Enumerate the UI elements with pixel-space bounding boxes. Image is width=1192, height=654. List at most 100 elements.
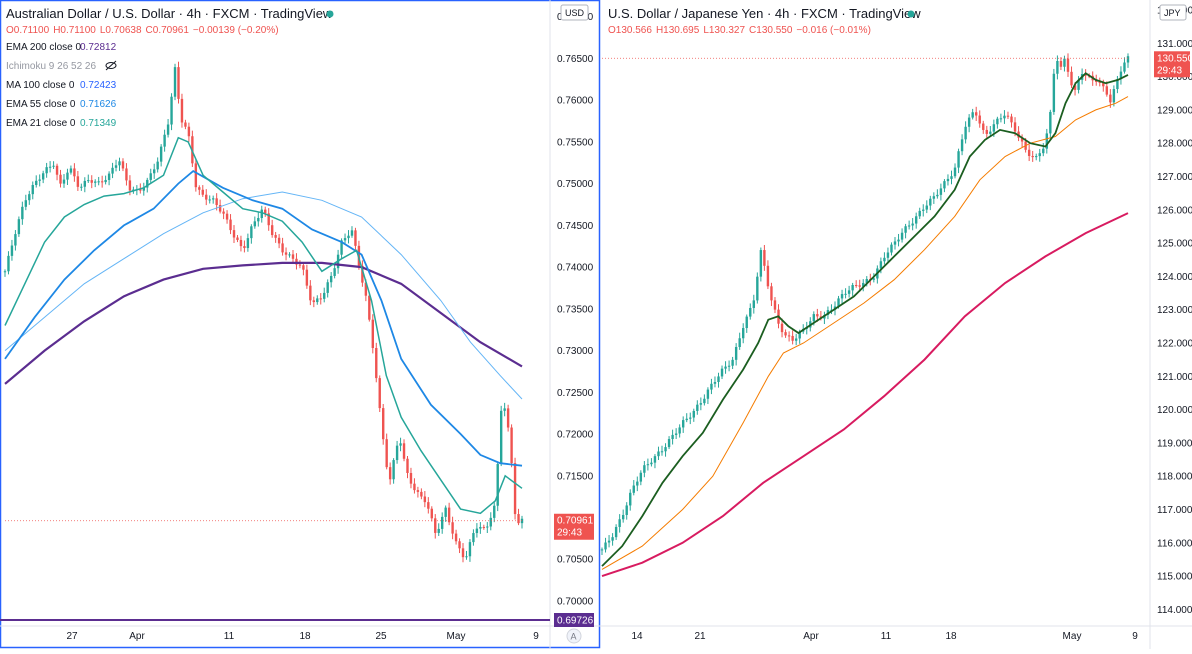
candle (1123, 57, 1126, 74)
indicator-row[interactable]: MA 100 close 0 0.72423 (3, 76, 121, 92)
usd-jpy-ohlc: O130.566 H130.695 L130.327 C130.550 −0.016 (… (608, 25, 871, 36)
candle (368, 292, 371, 322)
candle (354, 227, 357, 252)
candle (489, 512, 492, 531)
candle (734, 343, 738, 366)
candle (639, 470, 643, 486)
candle (1003, 110, 1006, 124)
price-tick-label: 0.75000 (557, 179, 594, 190)
candle (194, 158, 198, 192)
candle (444, 505, 447, 522)
candle (847, 285, 851, 298)
price-tick-label: 121.000 (1157, 372, 1192, 383)
price-tick-label: 130.000 (1157, 72, 1192, 83)
indicator-value: 0.72812 (80, 42, 117, 53)
candle (907, 220, 911, 230)
candle (250, 224, 253, 244)
candle (284, 247, 288, 261)
candle (458, 538, 461, 554)
candle (975, 106, 978, 121)
indicator-row[interactable]: Ichimoku 9 26 52 26 (3, 57, 125, 73)
candle (607, 535, 611, 548)
candle (703, 394, 706, 406)
time-tick-label: 27 (66, 631, 78, 642)
candle (1070, 66, 1073, 88)
time-tick-label: May (1063, 631, 1082, 642)
time-tick-label: 14 (631, 631, 643, 642)
candle (713, 376, 717, 388)
indicator-label: EMA 21 close 0 (6, 118, 76, 129)
eye-off-icon[interactable] (105, 60, 117, 71)
candle (925, 200, 928, 214)
price-tick-label: 125.000 (1157, 239, 1192, 250)
candle (674, 428, 678, 440)
candle (100, 175, 104, 188)
candle (382, 404, 385, 445)
candle (1010, 113, 1013, 128)
candle (745, 314, 748, 333)
indicator-label: Ichimoku 9 26 52 26 (6, 61, 96, 72)
candle (94, 179, 97, 188)
candle (681, 416, 685, 433)
candle (111, 162, 114, 179)
candle (222, 208, 225, 220)
candle (76, 170, 80, 191)
indicator-row[interactable]: EMA 55 close 0 0.71626 (3, 95, 121, 111)
candle (375, 342, 378, 383)
candle (692, 408, 695, 422)
candle (685, 413, 688, 423)
candle (911, 218, 914, 231)
candle (946, 174, 950, 186)
candle (347, 230, 350, 244)
candle (378, 375, 381, 413)
candle (678, 424, 681, 438)
price-tick-label: 0.76000 (557, 96, 594, 107)
usd-jpy-plot (600, 53, 1130, 578)
price-tick-label: 0.72000 (557, 430, 594, 441)
auto-scale-button[interactable]: A (566, 628, 582, 644)
candle (960, 134, 964, 156)
candle (763, 244, 766, 271)
candle (794, 333, 798, 346)
candle (643, 460, 646, 478)
candle (614, 524, 618, 540)
candle (932, 192, 936, 204)
candle (787, 331, 791, 342)
candle (629, 489, 632, 511)
usd-jpy-legend: U.S. Dollar / Japanese Yen · 4h · FXCM ·… (608, 6, 921, 36)
candle (506, 404, 510, 432)
ema-55-line (4, 170, 523, 467)
currency-button-jpy[interactable]: JPY (1159, 4, 1187, 21)
candle (392, 458, 395, 484)
candle (922, 204, 925, 217)
price-tick-label: 131.000 (1157, 39, 1192, 50)
candle (38, 174, 41, 187)
price-tick-label: 118.000 (1157, 472, 1192, 483)
candle (14, 230, 17, 251)
candle (184, 119, 187, 130)
candle (731, 356, 734, 370)
left-pane-frame[interactable] (0, 0, 601, 649)
svg-text:JPY: JPY (1164, 8, 1181, 18)
candle (791, 330, 794, 345)
indicator-row[interactable]: EMA 21 close 0 0.71349 (3, 114, 121, 130)
candle (309, 280, 312, 306)
candle (886, 247, 890, 264)
candle (406, 456, 409, 479)
candle (660, 445, 664, 456)
price-tick-label: 0.76500 (557, 54, 594, 65)
price-tick-label: 0.74500 (557, 221, 594, 232)
candle (163, 129, 166, 152)
time-tick-label: 25 (375, 631, 387, 642)
indicator-row[interactable]: EMA 200 close 00.72812 (3, 38, 121, 54)
candle (121, 158, 125, 172)
candle (205, 189, 208, 206)
candle (385, 433, 388, 470)
candle (482, 524, 486, 530)
currency-button-usd[interactable]: USD (560, 4, 589, 21)
candle (66, 168, 69, 186)
candle (229, 214, 232, 235)
candle (493, 501, 496, 523)
candle (636, 476, 639, 492)
candle (97, 176, 100, 186)
